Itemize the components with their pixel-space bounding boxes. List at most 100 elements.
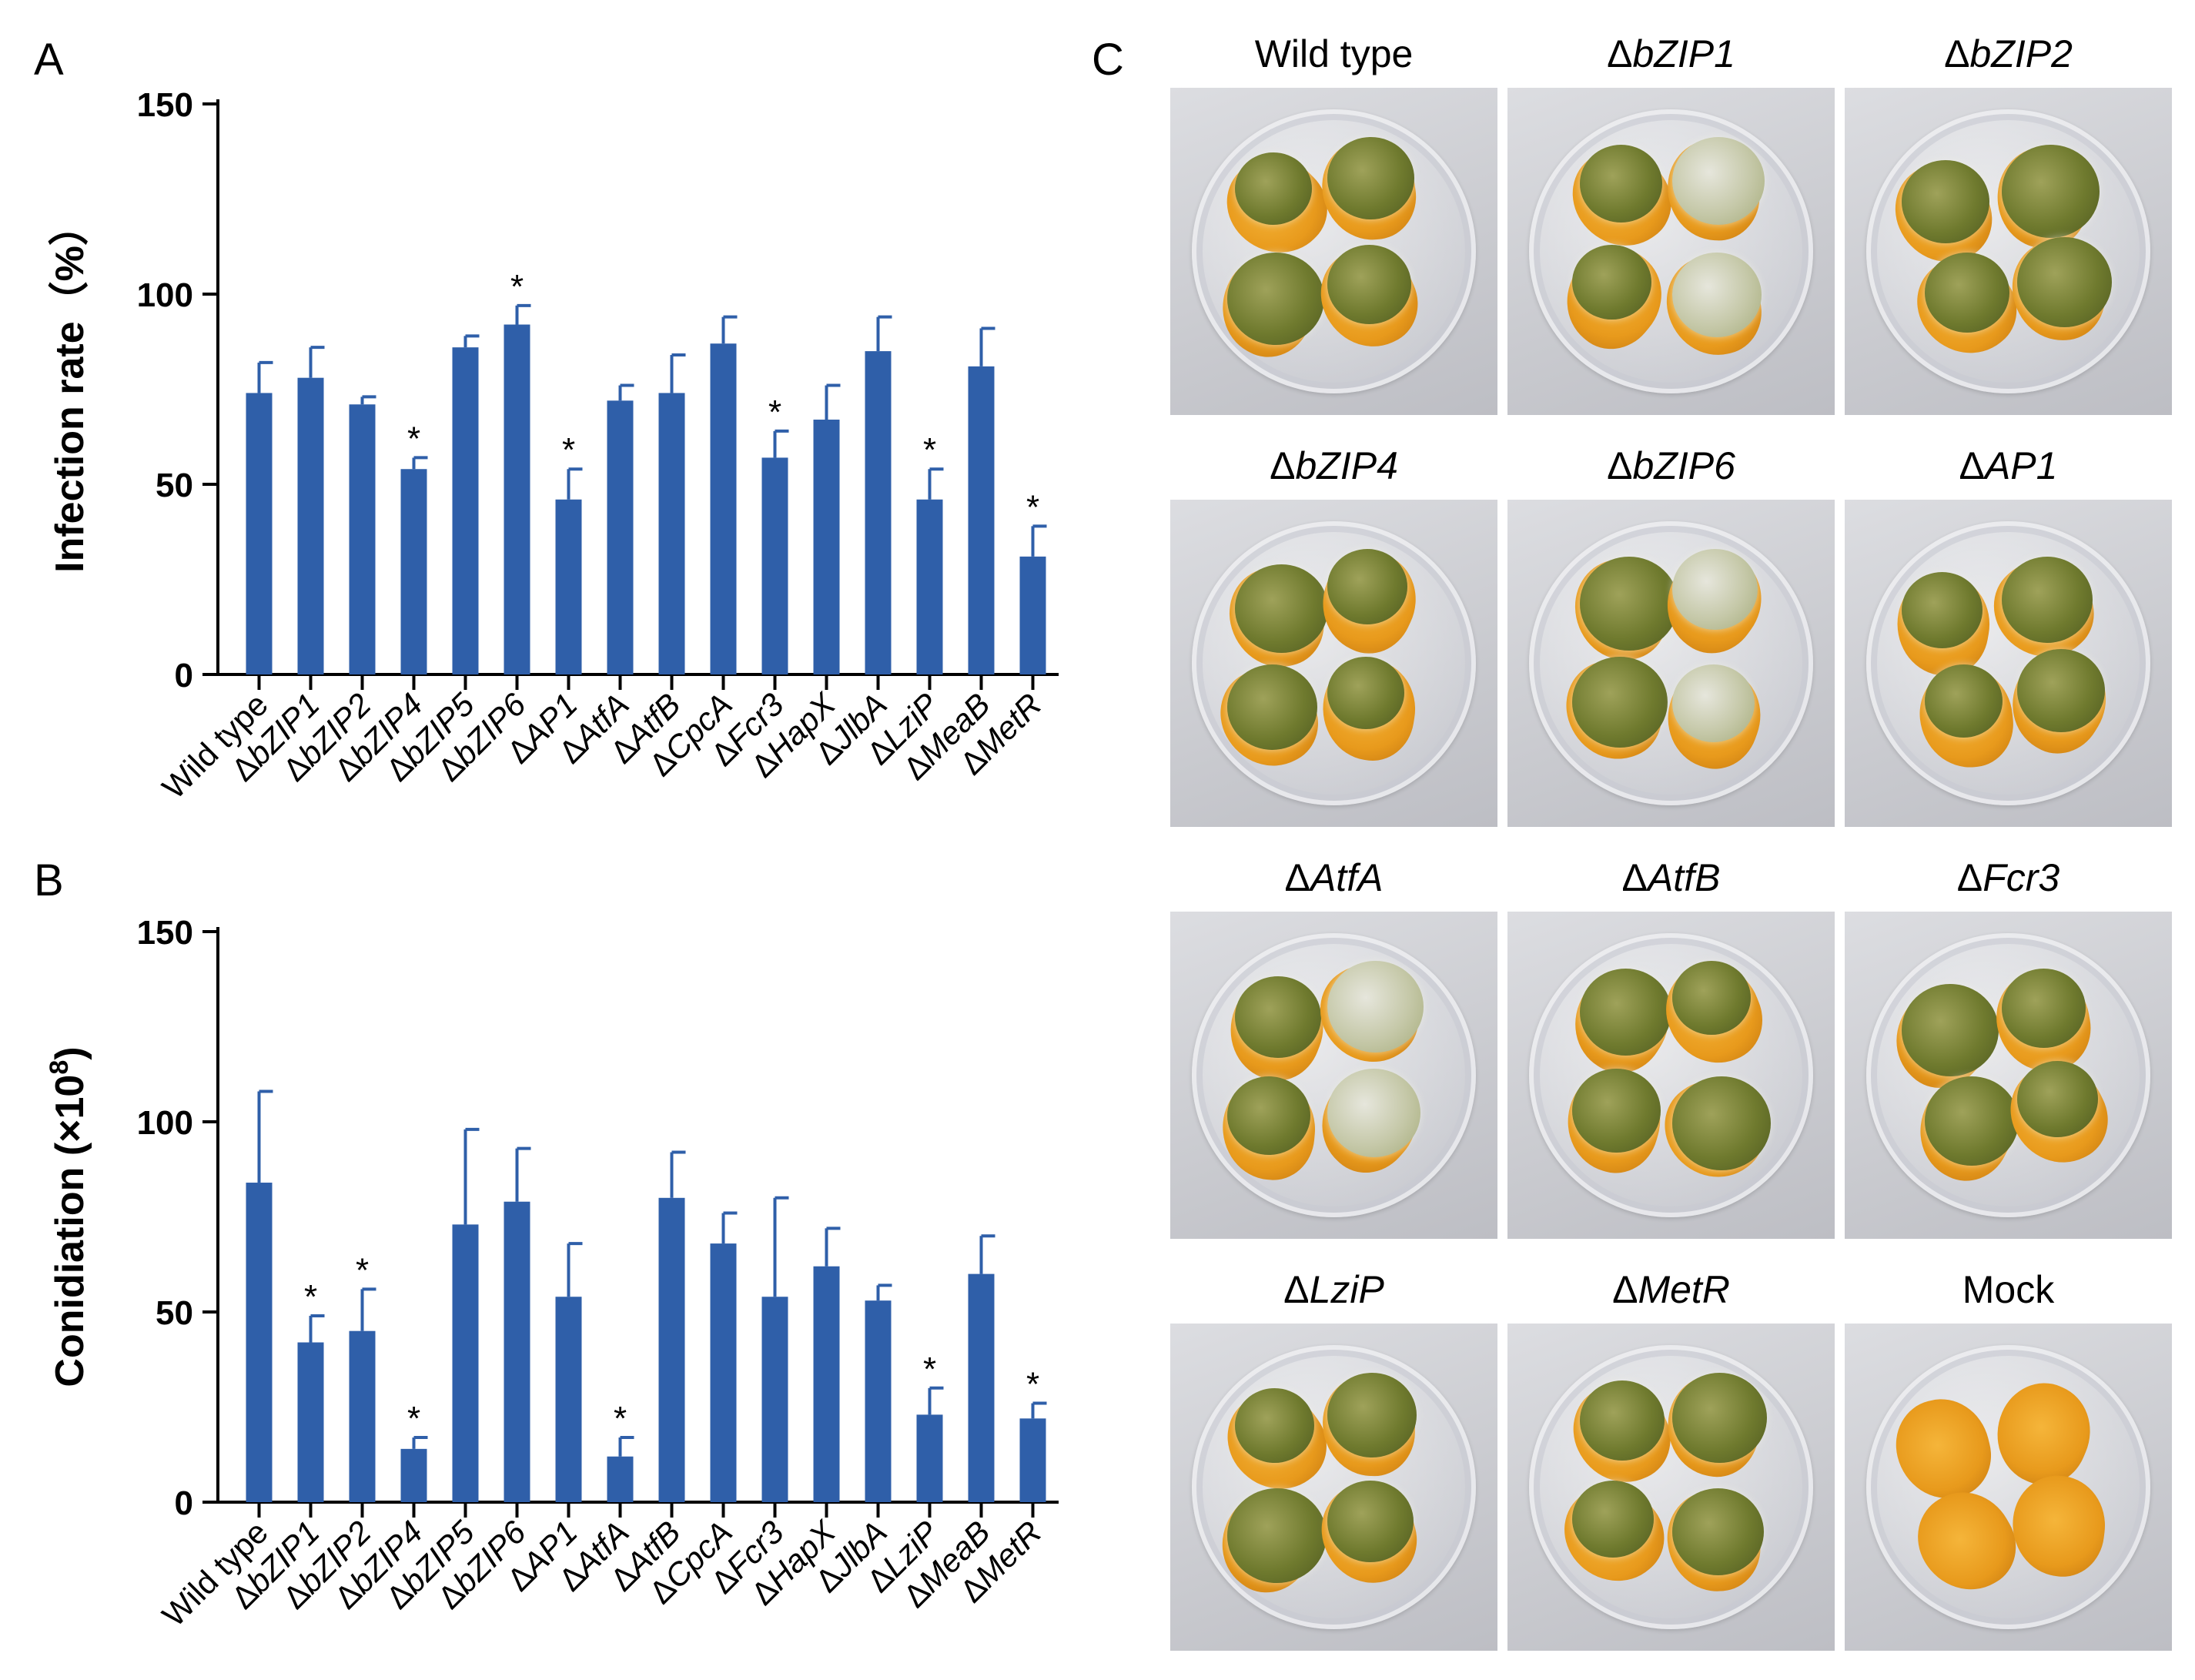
photo-title-prefix: Δ	[1959, 444, 1985, 487]
fungal-colony	[2002, 969, 2086, 1048]
photo-title-name: AtfB	[1647, 856, 1721, 899]
bar	[916, 499, 943, 674]
fungal-colony	[1235, 564, 1328, 653]
fungal-colony	[1235, 152, 1312, 225]
fungal-colony	[1327, 1069, 1420, 1157]
fungal-colony	[1572, 245, 1651, 320]
fungal-colony	[1227, 664, 1317, 750]
y-tick-label: 0	[175, 1484, 193, 1522]
petri-dish	[1192, 109, 1476, 393]
bar	[607, 400, 634, 674]
fungal-colony	[1327, 1481, 1414, 1562]
significance-star: *	[304, 1278, 317, 1316]
photo-title-prefix: Δ	[1283, 1268, 1310, 1311]
bar	[865, 351, 892, 674]
fungal-colony	[1925, 253, 2009, 333]
bar	[865, 1300, 892, 1502]
fungal-colony	[1902, 984, 1999, 1076]
petri-dish-photo	[1507, 500, 1835, 827]
bar	[607, 1456, 634, 1502]
petri-dish-photo	[1507, 912, 1835, 1239]
bar	[968, 1273, 995, 1502]
bar	[349, 1330, 376, 1502]
fungal-colony	[1672, 1488, 1764, 1575]
petri-dish-photo	[1170, 912, 1497, 1239]
photo-title-name: bZIP2	[1969, 32, 2073, 75]
photo-title-name: Wild type	[1254, 32, 1414, 75]
fungal-colony	[1227, 1488, 1327, 1583]
fungal-colony	[1580, 969, 1671, 1056]
fungal-colony	[1572, 1481, 1654, 1558]
fungal-colony	[1227, 1076, 1310, 1155]
petri-dish-photo	[1845, 500, 2172, 827]
fungal-colony	[1580, 1380, 1665, 1461]
fungal-colony	[1572, 1069, 1661, 1153]
petri-dish-photo	[1507, 1324, 1835, 1651]
photo-title-name: AtfA	[1310, 856, 1384, 899]
bar	[246, 1183, 273, 1502]
y-tick-label: 50	[156, 1294, 193, 1332]
photo-title: ΔMetR	[1507, 1267, 1835, 1313]
photo-title-name: bZIP6	[1632, 444, 1735, 487]
photo-title-prefix: Δ	[1607, 32, 1633, 75]
fungal-colony	[1327, 657, 1404, 729]
petri-dish	[1866, 109, 2150, 393]
petri-dish	[1866, 521, 2150, 805]
fungal-colony	[2017, 1061, 2098, 1137]
bar	[1019, 1418, 1046, 1502]
significance-star: *	[407, 420, 420, 457]
fungal-colony	[1327, 1373, 1417, 1457]
bar	[400, 1448, 427, 1502]
photo-title-prefix: Δ	[1944, 32, 1970, 75]
photo-grid: Wild type ΔbZIP1 ΔbZIP2 ΔbZIP4 ΔbZIP6 ΔAP1 ΔAt…	[1170, 31, 2179, 1663]
y-tick-label: 150	[137, 914, 193, 952]
bar	[710, 343, 737, 674]
fungal-colony	[1327, 245, 1411, 324]
y-tick-label: 50	[156, 467, 193, 504]
petri-dish	[1192, 521, 1476, 805]
petri-dish	[1529, 109, 1813, 393]
photo-title-prefix: Δ	[1956, 856, 1983, 899]
fungal-colony	[1925, 664, 2003, 738]
petri-dish	[1192, 933, 1476, 1217]
photo-title-name: bZIP4	[1295, 444, 1398, 487]
photo-title: ΔAtfB	[1507, 855, 1835, 901]
y-tick-label: 100	[137, 1104, 193, 1142]
significance-star: *	[356, 1251, 369, 1289]
bar	[813, 420, 840, 674]
fungal-colony	[1580, 145, 1662, 223]
significance-star: *	[614, 1400, 627, 1437]
significance-star: *	[510, 268, 524, 306]
petri-dish	[1529, 1345, 1813, 1629]
y-tick-label: 100	[137, 276, 193, 314]
photo-title-name: AP1	[1984, 444, 2058, 487]
maize-kernel	[1901, 1474, 2032, 1608]
fungal-colony	[1672, 1076, 1771, 1170]
bar	[761, 457, 788, 674]
fungal-colony	[2017, 237, 2112, 327]
fungal-colony	[1235, 1388, 1314, 1463]
petri-dish-photo	[1170, 88, 1497, 415]
bar	[658, 393, 685, 674]
fungal-colony	[1672, 664, 1755, 742]
photo-title: ΔbZIP6	[1507, 443, 1835, 489]
petri-dish	[1866, 1345, 2150, 1629]
y-tick-label: 150	[137, 86, 193, 124]
fungal-colony	[1227, 253, 1324, 345]
fungal-colony	[2002, 557, 2093, 643]
photo-title-prefix: Δ	[1270, 444, 1296, 487]
bar	[555, 499, 582, 674]
petri-dish	[1866, 933, 2150, 1217]
petri-dish-photo	[1845, 88, 2172, 415]
bar	[658, 1197, 685, 1502]
bar	[813, 1266, 840, 1502]
bar	[504, 324, 530, 674]
photo-title: ΔFcr3	[1845, 855, 2172, 901]
maize-kernel	[2006, 1471, 2111, 1581]
photo-title: ΔbZIP1	[1507, 31, 1835, 77]
petri-dish-photo	[1845, 912, 2172, 1239]
photo-title: Wild type	[1170, 31, 1497, 77]
y-tick-label: 0	[175, 657, 193, 694]
